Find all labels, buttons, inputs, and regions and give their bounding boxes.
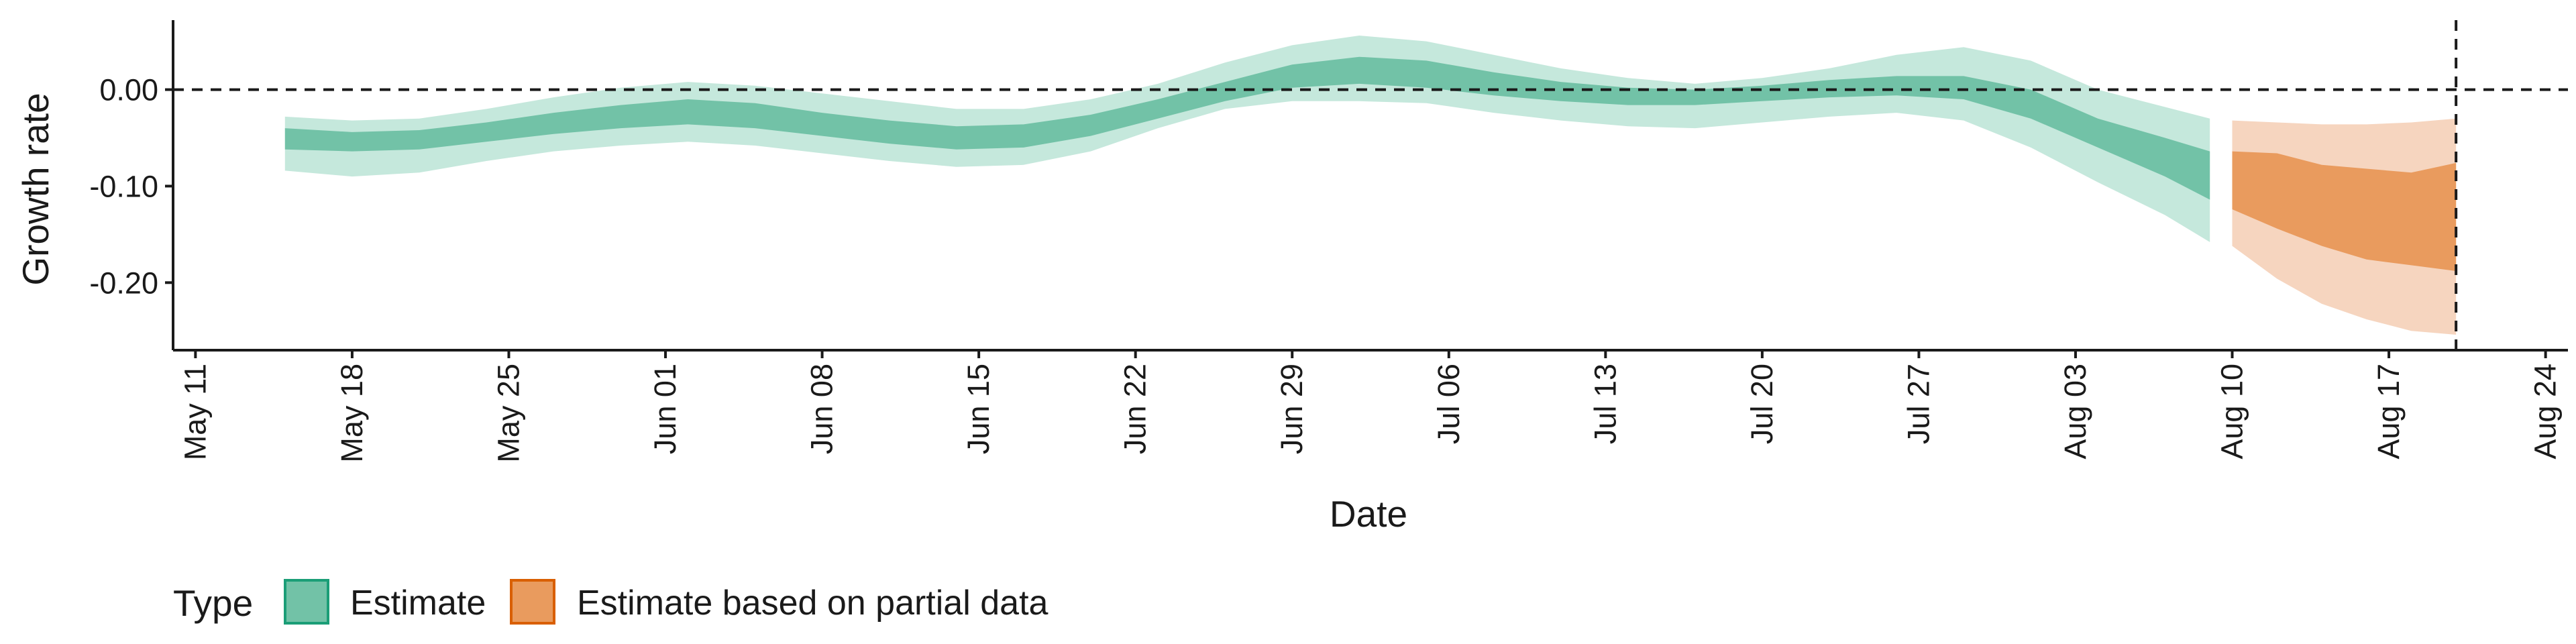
legend-label-partial: Estimate based on partial data	[577, 584, 1049, 623]
x-tick-label: Aug 10	[2215, 364, 2249, 460]
x-tick-label: May 18	[335, 364, 369, 463]
x-tick-label: May 11	[178, 364, 212, 460]
legend-swatch-estimate	[284, 579, 329, 625]
x-tick-label: Jun 29	[1275, 364, 1309, 454]
ribbons	[284, 36, 2457, 335]
axes	[165, 20, 2568, 358]
reference-lines	[173, 20, 2568, 350]
x-tick-label: Aug 03	[2058, 364, 2092, 460]
y-tick-label: 0.00	[99, 73, 158, 107]
x-tick-label: May 25	[492, 364, 526, 463]
x-tick-label: Jun 15	[961, 364, 996, 454]
legend-swatch-partial	[510, 579, 555, 625]
x-axis-title: Date	[1330, 493, 1407, 535]
x-tick-label: Aug 17	[2371, 364, 2406, 460]
ribbon-inner-0	[284, 56, 2210, 200]
x-tick-label: Jun 01	[648, 364, 682, 454]
x-tick-label: Jul 27	[1901, 364, 1935, 444]
y-axis-title: Growth rate	[15, 93, 56, 285]
legend: Type Estimate Estimate based on partial …	[173, 579, 1049, 625]
ribbon-inner-1	[2232, 151, 2457, 271]
x-tick-label: Jul 20	[1745, 364, 1779, 444]
x-tick-label: Jul 06	[1432, 364, 1466, 444]
tick-labels: 0.00 -0.10 -0.20 May 11 May 18 May 25 Jun 01 Ju…	[89, 73, 2562, 463]
y-tick-label: -0.10	[89, 169, 158, 203]
legend-label-estimate: Estimate	[350, 584, 486, 623]
x-tick-label: Jul 13	[1588, 364, 1622, 444]
y-tick-label: -0.20	[89, 266, 158, 300]
x-tick-label: Jun 08	[805, 364, 839, 454]
x-tick-label: Aug 24	[2528, 364, 2563, 460]
x-tick-label: Jun 22	[1118, 364, 1152, 454]
ribbon-outer-0	[284, 36, 2210, 242]
legend-title: Type	[173, 582, 253, 624]
